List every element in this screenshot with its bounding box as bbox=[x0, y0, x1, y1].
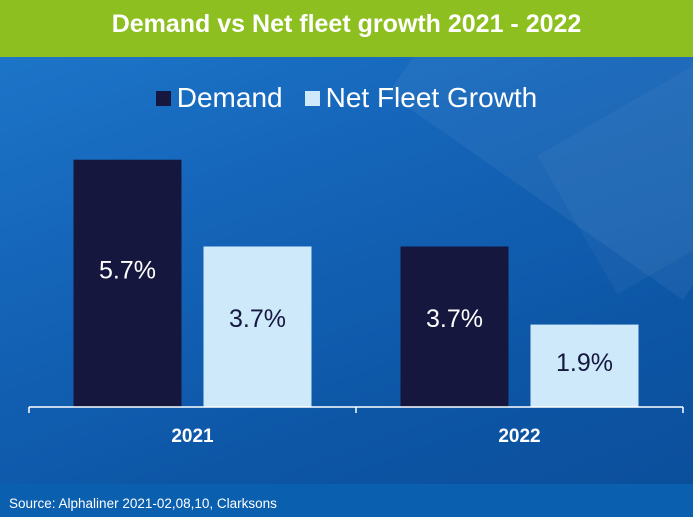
bar-demand-2022 bbox=[400, 246, 509, 407]
legend-item-net-fleet-growth: Net Fleet Growth bbox=[304, 82, 538, 114]
bar-net-fleet-growth-2022 bbox=[530, 324, 639, 407]
legend-swatch-net-fleet-growth bbox=[304, 90, 320, 106]
legend-label-demand: Demand bbox=[176, 82, 283, 113]
x-tick-label-2021: 2021 bbox=[171, 426, 214, 447]
x-tick-label-2022: 2022 bbox=[498, 426, 540, 447]
bar-net-fleet-growth-2021 bbox=[203, 246, 312, 407]
chart-title: Demand vs Net fleet growth 2021 - 2022 bbox=[111, 10, 582, 38]
data-label-net-fleet-growth-2022: 1.9% bbox=[556, 349, 613, 377]
bar-chart: 5.7% 3.7% 2021 3.7% 1.9% 2022 bbox=[28, 159, 684, 447]
data-label-net-fleet-growth-2021: 3.7% bbox=[229, 305, 286, 333]
bar-demand-2021 bbox=[73, 159, 182, 407]
data-label-demand-2021: 5.7% bbox=[99, 257, 156, 285]
source-note: Source: Alphaliner 2021-02,08,10, Clarks… bbox=[9, 496, 277, 511]
chart-legend: Demand Net Fleet Growth bbox=[0, 80, 693, 116]
chart-panel: Demand vs Net fleet growth 2021 - 2022 D… bbox=[0, 0, 693, 484]
legend-item-demand: Demand bbox=[155, 82, 283, 114]
legend-label-net-fleet-growth: Net Fleet Growth bbox=[325, 82, 538, 113]
legend-swatch-demand bbox=[155, 90, 171, 106]
data-label-demand-2022: 3.7% bbox=[426, 305, 483, 333]
title-bar bbox=[0, 0, 693, 57]
